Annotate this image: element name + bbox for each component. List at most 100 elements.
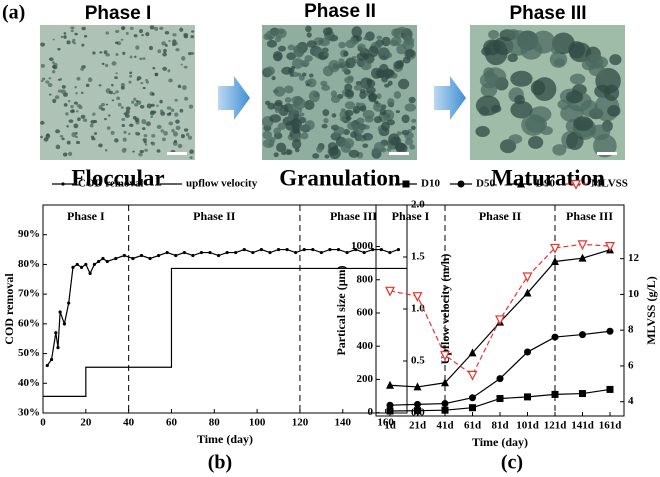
- marker: [441, 400, 449, 408]
- particle: [57, 47, 61, 51]
- particle: [83, 118, 88, 122]
- particle: [175, 48, 180, 52]
- particle: [77, 117, 81, 122]
- marker: [386, 407, 394, 415]
- particle: [149, 25, 155, 30]
- particle: [393, 91, 402, 99]
- particle: [387, 80, 393, 86]
- particle: [151, 134, 156, 138]
- marker: [522, 272, 533, 283]
- particle: [115, 90, 119, 94]
- particle: [405, 48, 415, 58]
- particle: [61, 84, 66, 89]
- particle: [116, 96, 121, 100]
- particle: [274, 99, 283, 106]
- particle: [268, 70, 274, 74]
- particle: [359, 91, 367, 100]
- marker: [294, 250, 298, 255]
- x-tick-label: 40: [123, 417, 135, 429]
- particle: [273, 152, 279, 158]
- particle: [322, 109, 330, 117]
- legend-marker: [402, 180, 410, 188]
- legend-marker: [457, 180, 465, 188]
- particle: [66, 125, 69, 128]
- particle: [139, 104, 145, 109]
- marker: [114, 256, 118, 261]
- particle: [262, 130, 273, 140]
- particle: [265, 100, 271, 106]
- particle: [122, 137, 127, 142]
- particle: [274, 28, 287, 39]
- particle: [40, 120, 45, 125]
- particle: [365, 86, 376, 94]
- particle: [308, 73, 314, 78]
- particle: [568, 41, 586, 59]
- particle: [298, 74, 305, 81]
- particle: [66, 40, 71, 45]
- particle: [322, 27, 333, 36]
- particle: [60, 35, 64, 38]
- particle: [344, 101, 356, 110]
- particle: [55, 129, 61, 134]
- marker: [251, 250, 255, 255]
- particle: [92, 51, 96, 55]
- particle: [324, 154, 330, 159]
- particle: [108, 90, 114, 95]
- particle: [120, 38, 124, 41]
- particle: [338, 58, 345, 64]
- particle: [355, 80, 362, 86]
- y-tick-label: 200: [357, 373, 374, 385]
- particle: [404, 137, 414, 146]
- marker: [191, 253, 195, 258]
- particle: [51, 61, 55, 64]
- particle: [115, 72, 118, 75]
- particle: [411, 118, 417, 123]
- particle: [146, 121, 151, 127]
- particle: [590, 124, 611, 141]
- particle: [173, 131, 178, 137]
- particle: [328, 60, 341, 73]
- particle: [284, 97, 292, 103]
- particle: [120, 106, 124, 109]
- particle: [101, 102, 105, 107]
- marker: [577, 240, 588, 251]
- particle: [344, 83, 353, 92]
- particle: [163, 48, 167, 53]
- particle: [110, 130, 115, 135]
- particle: [510, 100, 533, 119]
- particle: [124, 113, 130, 118]
- marker: [396, 247, 401, 252]
- particle: [142, 138, 147, 142]
- marker: [122, 253, 126, 258]
- particle: [160, 129, 164, 133]
- particle: [357, 43, 366, 51]
- particle: [80, 91, 84, 95]
- marker: [165, 250, 169, 255]
- particle: [344, 109, 354, 117]
- particle: [122, 51, 126, 55]
- particle: [381, 75, 389, 83]
- legend-marker: [571, 179, 581, 190]
- marker: [88, 271, 92, 275]
- marker: [216, 253, 221, 258]
- marker: [276, 247, 281, 252]
- x-tick-label: 140: [335, 417, 352, 429]
- particle: [142, 127, 146, 131]
- marker: [49, 357, 54, 362]
- particle: [74, 32, 78, 36]
- marker: [414, 407, 421, 415]
- particle: [156, 124, 162, 129]
- particle: [129, 74, 133, 78]
- particle: [162, 66, 167, 71]
- particle: [348, 149, 360, 158]
- x-tick-label: 80: [209, 417, 221, 429]
- particle: [401, 129, 410, 136]
- marker: [523, 288, 532, 297]
- particle: [185, 132, 190, 137]
- y-tick-label: 600: [357, 307, 374, 319]
- marker: [139, 253, 144, 258]
- particle: [76, 76, 81, 81]
- particle: [48, 77, 52, 80]
- particle: [80, 67, 85, 71]
